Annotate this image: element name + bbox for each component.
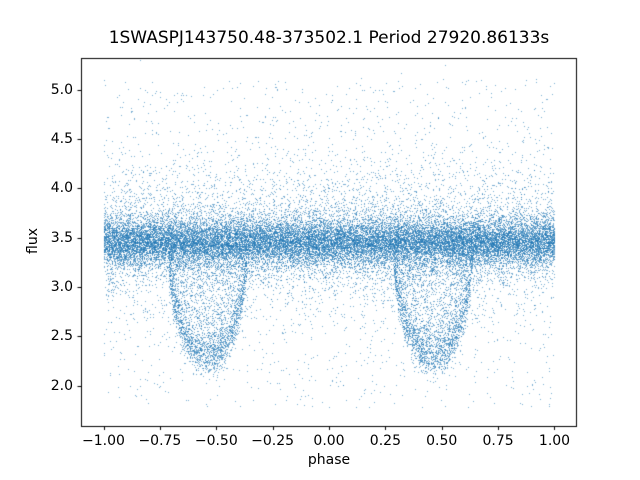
y-tick-label: 3.0 bbox=[50, 278, 73, 295]
x-tick-label: 0.50 bbox=[426, 433, 458, 449]
x-tick-label: 0.75 bbox=[482, 433, 514, 449]
x-tick-label: −1.00 bbox=[82, 433, 125, 449]
x-tick-label: −0.25 bbox=[251, 433, 295, 449]
y-tick-label: 2.5 bbox=[50, 328, 73, 345]
y-tick-label: 2.0 bbox=[50, 377, 73, 394]
x-tick-label: −0.50 bbox=[194, 433, 238, 449]
y-tick-label: 4.5 bbox=[50, 130, 73, 147]
x-tick-label: 0.25 bbox=[369, 433, 401, 449]
y-axis-label: flux bbox=[25, 228, 41, 254]
y-tick-label: 4.0 bbox=[50, 180, 73, 197]
chart-title: 1SWASPJ143750.48-373502.1 Period 27920.8… bbox=[108, 28, 550, 48]
x-tick-label: −0.75 bbox=[138, 433, 182, 449]
y-tick-label: 3.5 bbox=[50, 229, 73, 246]
x-axis-label: phase bbox=[307, 452, 351, 468]
x-tick-label: 1.00 bbox=[538, 433, 571, 449]
y-tick-label: 5.0 bbox=[50, 81, 73, 98]
x-tick-label: 0.00 bbox=[313, 433, 345, 449]
